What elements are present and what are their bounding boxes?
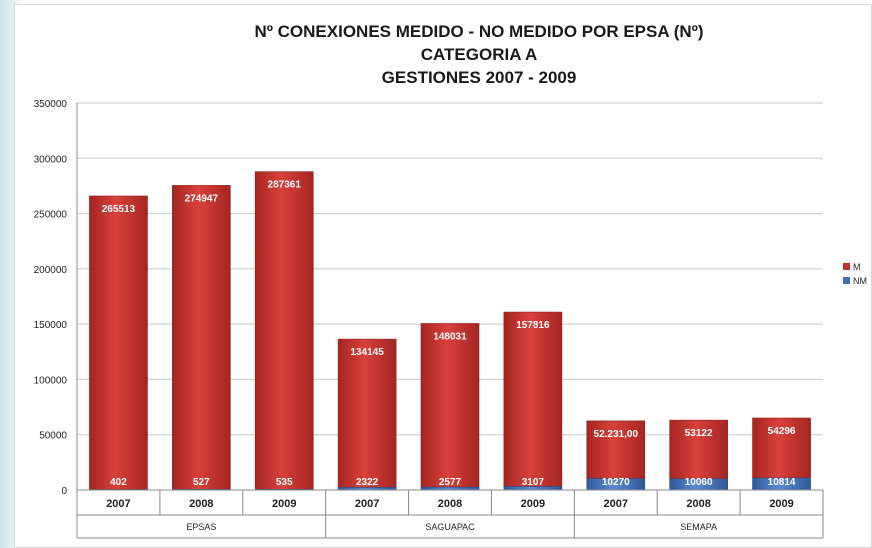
legend-swatch-m [843,263,850,270]
legend-label-m: M [853,262,861,272]
data-label-nm: 10270 [602,477,630,488]
x-group-label: SEMAPA [680,522,717,532]
legend-swatch-nm [843,277,850,284]
bar-m-1 [89,195,148,490]
x-tick-label: 2008 [189,498,213,510]
x-tick-label: 2009 [769,498,793,510]
x-group-label: EPSAS [186,522,216,532]
data-label-m: 134145 [350,347,384,358]
data-label-m: 52.231,00 [594,429,639,440]
x-tick-label: 2009 [272,498,296,510]
bar-m-2 [172,185,231,490]
bar-m-3 [254,171,314,490]
data-label-nm: 3107 [522,477,545,488]
x-tick-label: 2009 [521,498,545,510]
bar-m-5 [420,323,480,488]
data-label-m: 265513 [102,204,136,215]
x-tick-label: 2007 [355,498,379,510]
y-tick-label: 300000 [34,154,68,165]
data-label-m: 148031 [433,331,467,342]
y-tick-label: 350000 [34,99,68,110]
y-tick-label: 250000 [34,210,68,221]
x-tick-label: 2008 [686,498,710,510]
bar-m-4 [337,338,397,488]
data-label-nm: 535 [276,477,293,488]
bar-m-9 [752,417,811,479]
x-group-label: SAGUAPAC [425,522,475,532]
x-tick-label: 2008 [438,498,462,510]
data-label-m: 287361 [268,180,302,191]
legend-label-nm: NM [853,276,867,286]
chart-frame: Nº CONEXIONES MEDIDO - NO MEDIDO POR EPS… [14,4,872,548]
chart: Nº CONEXIONES MEDIDO - NO MEDIDO POR EPS… [34,22,867,539]
data-label-m: 54296 [768,426,796,437]
data-label-nm: 10814 [768,477,796,488]
chart-title-line-1: Nº CONEXIONES MEDIDO - NO MEDIDO POR EPS… [254,22,703,41]
x-tick-label: 2007 [604,498,628,510]
data-label-m: 274947 [185,193,219,204]
y-tick-label: 100000 [34,375,68,386]
data-label-m: 53122 [685,428,713,439]
x-tick-label: 2007 [106,498,130,510]
data-label-nm: 2577 [439,477,462,488]
data-label-nm: 10060 [685,477,713,488]
data-label-nm: 527 [193,477,210,488]
bar-m-6 [503,311,563,487]
chart-title-line-2: CATEGORIA A [421,45,537,64]
data-label-m: 157816 [516,320,550,331]
bar-m-7 [586,420,646,479]
y-tick-label: 200000 [34,265,68,276]
y-tick-label: 0 [61,486,67,497]
data-label-nm: 402 [110,477,127,488]
data-label-nm: 2322 [356,477,379,488]
y-tick-label: 150000 [34,320,68,331]
chart-title-line-3: GESTIONES 2007 - 2009 [382,68,577,87]
y-tick-label: 50000 [39,431,67,442]
bar-m-8 [669,419,728,480]
